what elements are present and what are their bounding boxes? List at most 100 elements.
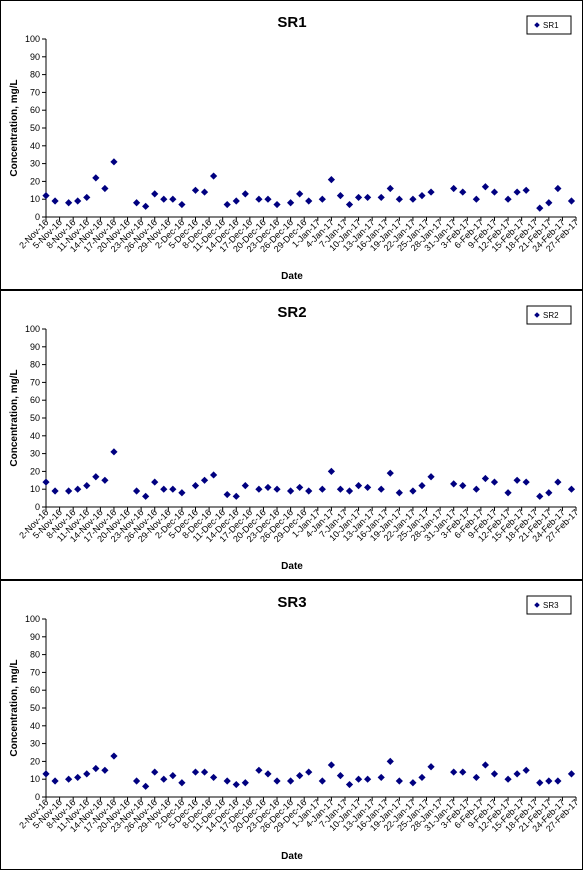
data-point [110,752,118,760]
data-point [459,482,467,490]
data-point [178,779,186,787]
y-tick-label: 40 [30,141,40,151]
y-tick-label: 90 [30,52,40,62]
data-point [178,200,186,209]
y-tick-label: 30 [30,739,40,749]
legend-marker [534,602,540,608]
legend: SR3 [526,595,572,615]
data-point [305,197,313,205]
data-point [377,193,385,202]
data-point [472,195,480,203]
data-point [65,487,73,495]
data-point [427,473,435,481]
data-point [160,195,168,203]
scatter-chart-sr2: SR201020304050607080901002-Nov-165-Nov-1… [9,304,580,572]
data-point [296,772,304,780]
data-point [490,188,499,196]
data-point [345,780,354,789]
legend-box [526,305,572,325]
data-point [513,770,521,778]
data-point [567,485,576,493]
data-point [210,773,218,782]
data-point [83,193,91,202]
data-point [395,489,403,497]
y-tick-label: 80 [30,70,40,80]
legend-label: SR3 [543,601,559,610]
y-tick-label: 90 [30,632,40,642]
data-point [132,199,141,207]
data-point [522,186,530,194]
data-point [287,199,295,207]
y-tick-label: 20 [30,756,40,766]
data-point [513,476,521,484]
data-point [504,489,512,497]
data-point [427,763,435,771]
data-point [287,487,295,495]
data-point [178,489,186,497]
data-point [409,779,417,787]
y-axis-label: Concentration, mg/L [9,79,20,176]
data-point [241,482,249,490]
data-point [354,775,363,783]
data-point [51,777,59,785]
data-point [110,448,118,456]
data-point [418,192,426,200]
data-point [264,770,272,778]
y-tick-label: 50 [30,413,40,423]
data-point [450,768,458,776]
data-point [65,199,73,207]
data-point [232,780,240,789]
data-point [241,190,249,198]
chart-title: SR2 [277,304,306,321]
data-point [264,483,272,492]
data-point [273,485,281,493]
data-point [504,775,512,783]
data-point [418,482,426,490]
data-point [255,485,263,493]
y-tick-label: 20 [30,176,40,186]
data-point [481,183,490,191]
data-point [101,184,109,193]
data-point [545,489,553,497]
data-point [377,773,385,782]
y-tick-label: 10 [30,194,40,204]
data-point [255,195,263,203]
data-point [273,200,281,209]
data-point [364,193,372,202]
data-point [377,485,385,493]
chart-panel-sr2: SR2 0 10 20 30 40 50 60 70 80 90 100 2-Nov-16 5-Nov-1… [0,290,583,580]
data-point [241,779,249,787]
data-point [536,204,544,212]
data-point [160,485,168,493]
y-axis-label: Concentration, mg/L [9,659,20,756]
y-tick-label: 60 [30,395,40,405]
y-tick-label: 70 [30,377,40,387]
y-tick-label: 60 [30,105,40,115]
data-point [169,772,177,780]
legend: SR1 [526,15,572,35]
data-point [42,478,50,486]
data-point [110,158,118,166]
data-point [92,174,100,182]
y-axis-label: Concentration, mg/L [9,369,20,466]
data-point [472,485,480,493]
data-point [386,469,394,477]
data-point [83,482,91,490]
data-point [42,770,50,778]
data-point [427,188,435,196]
data-point [522,766,530,774]
data-point [305,768,313,776]
data-point [513,188,521,196]
data-point [567,197,576,205]
data-point [522,478,530,486]
data-point [459,768,467,776]
data-point [409,195,417,203]
x-axis-label: Date [281,271,303,282]
data-point [318,485,326,493]
data-point [318,195,326,203]
data-point [490,478,499,486]
data-point [191,186,200,194]
data-point [386,757,394,765]
y-tick-label: 10 [30,774,40,784]
data-point [504,195,512,203]
